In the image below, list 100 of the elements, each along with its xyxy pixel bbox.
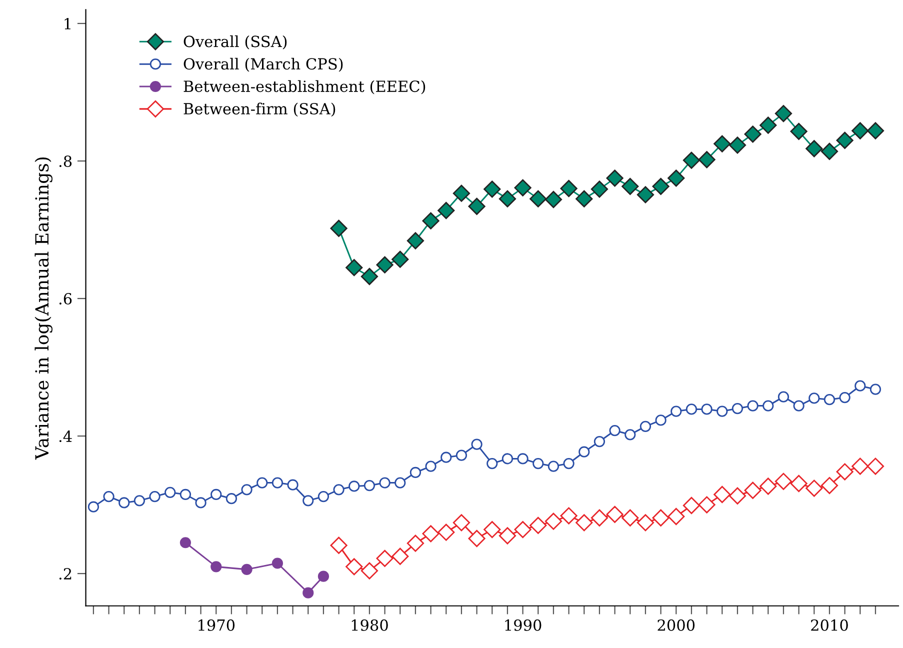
point (498, 190, 516, 208)
point (486, 458, 498, 470)
point (330, 536, 348, 554)
point (774, 472, 792, 490)
point (636, 514, 654, 532)
point (790, 474, 808, 492)
point (852, 458, 869, 475)
point (744, 126, 762, 143)
point (330, 220, 348, 237)
point (256, 477, 268, 488)
legend-label: Overall (SSA) (184, 35, 287, 50)
y-tick-label: 1 (64, 18, 70, 30)
point (820, 142, 838, 160)
point (806, 140, 823, 158)
point (456, 450, 468, 461)
point (701, 404, 712, 415)
point (544, 190, 562, 208)
point (180, 488, 192, 500)
point (652, 509, 670, 526)
point (484, 521, 501, 538)
point (164, 486, 176, 498)
point (839, 392, 850, 404)
point (576, 514, 593, 532)
point (241, 484, 252, 496)
point (866, 122, 884, 140)
y-tick-label: .4 (59, 430, 72, 442)
point (392, 250, 409, 268)
point (452, 184, 470, 202)
point (318, 490, 330, 502)
point (790, 122, 808, 140)
point (622, 509, 639, 526)
point (272, 477, 284, 488)
point (425, 460, 436, 472)
y-tick-label: .6 (59, 292, 72, 305)
point (452, 514, 470, 532)
point (333, 484, 344, 496)
point (854, 380, 866, 392)
point (544, 512, 562, 530)
point (530, 516, 547, 534)
point (410, 466, 422, 478)
x-tick-label: 2010 (811, 619, 848, 631)
x-tick-label: 1990 (505, 619, 542, 631)
point (379, 477, 390, 488)
point (210, 561, 222, 572)
point (836, 463, 854, 480)
point (606, 506, 624, 523)
point (622, 178, 639, 195)
point (438, 202, 455, 220)
point (468, 198, 486, 215)
point (392, 548, 409, 565)
point (732, 402, 744, 414)
point (484, 180, 501, 198)
point (346, 558, 363, 576)
point (655, 414, 666, 426)
point (590, 180, 608, 198)
point (714, 486, 731, 504)
point (836, 132, 854, 149)
point (866, 458, 884, 475)
point (762, 400, 774, 412)
point (760, 478, 777, 495)
point (422, 525, 440, 542)
point (578, 446, 590, 458)
point (774, 105, 792, 122)
point (471, 438, 482, 450)
point (624, 429, 636, 440)
point (364, 480, 376, 492)
legend-label: Overall (March CPS) (184, 58, 343, 72)
legend-label: Between-firm (SSA) (184, 102, 336, 117)
point (406, 232, 424, 250)
point (134, 495, 146, 506)
point (440, 452, 452, 463)
point (532, 458, 544, 470)
point (698, 151, 716, 168)
point (808, 392, 820, 404)
point (88, 501, 100, 512)
point (682, 496, 700, 514)
point (287, 479, 298, 490)
point (668, 508, 685, 526)
point (376, 550, 394, 567)
point (716, 406, 728, 417)
point (103, 490, 114, 502)
point (318, 570, 330, 582)
point (226, 493, 238, 504)
point (376, 256, 394, 274)
point (824, 394, 836, 406)
point (468, 530, 486, 548)
point (778, 391, 790, 402)
point (652, 178, 670, 195)
point (606, 170, 624, 187)
y-axis-title: Variance in log(Annual Earnings) (34, 157, 52, 460)
point (302, 587, 314, 598)
point (728, 487, 746, 504)
point (714, 135, 731, 152)
point (241, 564, 252, 575)
point (594, 436, 606, 448)
point (760, 116, 777, 134)
point (438, 524, 455, 541)
point (747, 400, 758, 412)
x-tick-label: 1980 (352, 619, 388, 631)
point (548, 460, 560, 472)
